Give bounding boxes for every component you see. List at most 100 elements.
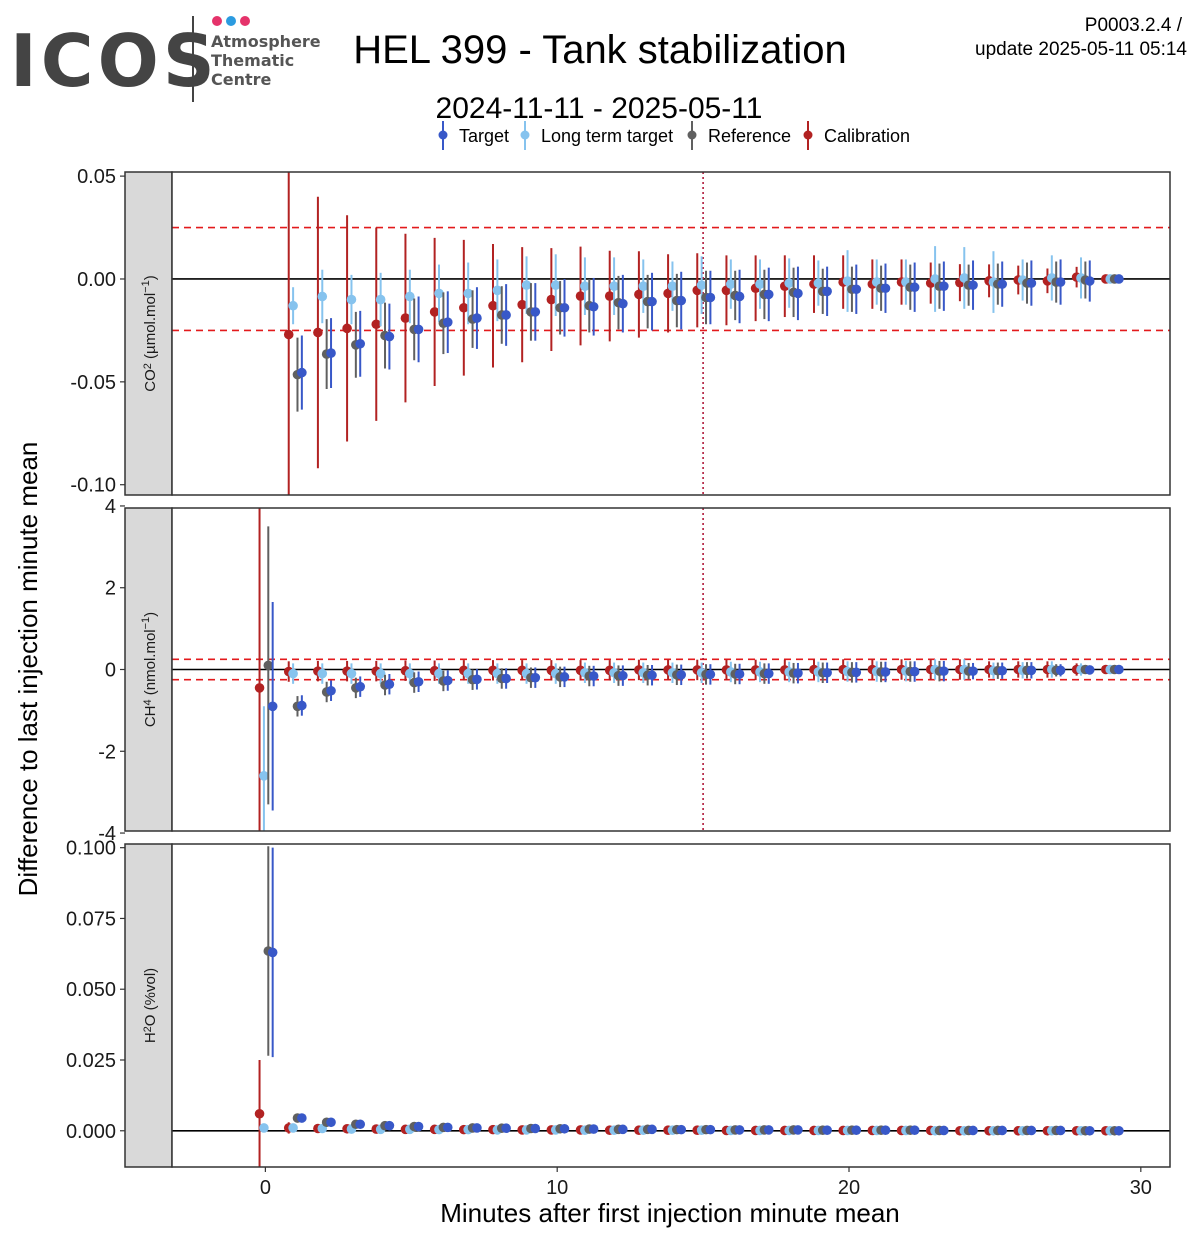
data-point [734,291,745,302]
data-point [676,1124,687,1135]
data-point [968,666,978,676]
y-tick-label: 0.025 [66,1050,116,1072]
data-point [434,668,444,679]
y-tick-label: 4 [105,496,116,518]
data-point [763,668,774,679]
data-point [793,288,803,299]
data-point [384,331,395,342]
strip-text-part: CO [142,369,159,392]
x-tick-label: 30 [1130,1177,1152,1199]
data-point [784,278,794,288]
data-point [618,670,628,681]
data-point [676,670,687,680]
data-point [267,701,278,712]
data-point [297,367,307,378]
y-tick-label: -0.10 [70,475,116,497]
data-point [909,666,920,677]
panel-strip-label: CH4 (nmol.mol−1) [140,612,159,727]
data-point [634,289,644,300]
panel-h2o: H2O (%vol) 0.100 0.075 0.050 0.025 0.000 [66,838,1171,1168]
data-point [909,282,920,293]
legend-label: Target [459,126,509,146]
strip-text-part: ) [142,275,159,280]
data-point [842,276,853,286]
data-point [342,323,352,334]
y-tick-label: -2 [98,741,116,763]
data-point [959,273,970,283]
data-point [1026,278,1037,288]
logo-dot [226,16,236,26]
data-point [705,292,716,303]
data-point [546,294,557,305]
y-tick-label: 0.000 [66,1121,116,1143]
data-point [793,1125,803,1135]
data-point [317,668,328,679]
data-point [326,348,336,358]
panel-plot-area [172,172,1170,495]
data-point [375,668,386,679]
series-target [267,602,1124,811]
data-point [259,771,269,781]
data-point [297,1113,307,1123]
panel-border [171,843,1171,1168]
data-point [604,291,615,301]
y-tick-label: 0.075 [66,908,116,930]
data-point [822,286,832,297]
data-point [851,667,862,678]
data-point [501,1123,511,1134]
data-point [517,299,527,310]
data-point [663,288,673,299]
data-point [442,317,453,327]
data-point [813,278,824,288]
panel-background [172,172,1170,495]
data-point [355,1119,366,1130]
legend-label: Calibration [824,126,910,146]
data-point [384,679,395,690]
data-point [763,1125,774,1135]
data-point [1114,1125,1124,1136]
icos-logo: ICOS Atmosphere Thematic Centre [10,16,321,103]
data-point [909,1125,920,1135]
data-point [530,1123,541,1134]
strip-text-part: 2 [142,363,154,369]
data-point [459,302,469,313]
data-point [609,281,619,291]
data-point [346,294,357,305]
data-point [580,281,590,291]
data-point [588,1124,599,1134]
series-target [297,259,1124,410]
y-tick-label: 0.100 [66,838,116,860]
data-point [288,668,298,679]
data-point [1055,1125,1066,1136]
data-point [939,1125,949,1136]
data-point [442,1122,453,1133]
data-point [734,1125,745,1135]
data-point [968,280,978,290]
data-point [405,668,415,679]
data-point [1114,274,1124,284]
x-axis-title: Minutes after first injection minute mea… [440,1198,900,1228]
legend-key-point [803,130,813,140]
data-point [726,279,736,289]
data-point [371,319,382,330]
y-tick-label: 0 [105,660,116,682]
data-point [488,300,498,311]
data-point [259,1123,269,1133]
data-point [1055,665,1066,676]
data-point [968,1125,978,1136]
panel-plot-area [172,846,1170,1167]
data-point [297,700,307,711]
series-calibration [283,172,1111,495]
panel-background [172,844,1170,1167]
data-point [638,281,649,291]
data-point [880,1125,891,1135]
data-point [997,665,1008,676]
data-point [463,288,473,299]
data-point [667,281,678,291]
logo-line: Centre [211,70,272,89]
data-point [550,280,561,290]
legend-item: Target [438,121,509,150]
data-point [997,1125,1008,1136]
data-point [326,685,336,696]
version-label: P0003.2.4 / [1085,15,1183,36]
